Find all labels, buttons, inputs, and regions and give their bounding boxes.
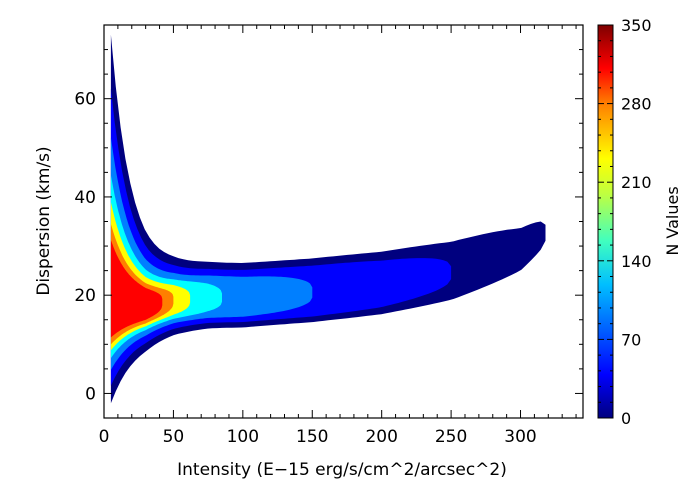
y-tick-label: 0 [85,384,96,404]
y-tick-label: 20 [74,286,96,306]
x-axis: 0 50 100 150 200 250 300 [99,25,577,447]
y-tick-label: 60 [74,90,96,110]
x-tick-label: 150 [296,427,328,447]
colorbar [597,24,614,419]
density-region [110,34,546,404]
colorbar-tick-label: 70 [621,330,641,349]
x-tick-label: 300 [504,427,536,447]
colorbar-tick-label: 0 [621,409,631,428]
y-axis-title: Dispersion (km/s) [34,146,54,295]
colorbar-tick-label: 140 [621,252,652,271]
colorbar-tick-label: 210 [621,173,652,192]
y-axis: 0 20 40 60 [74,24,583,419]
colorbar-ticks: 0 70 140 210 280 350 [598,16,652,428]
x-tick-label: 250 [435,427,467,447]
x-tick-label: 50 [163,427,185,447]
plot-frame [103,24,584,419]
y-tick-label: 40 [74,188,96,208]
density-band-50 [110,88,452,386]
density-band-100 [110,137,313,370]
x-tick-label: 0 [99,427,110,447]
x-tick-label: 200 [365,427,397,447]
colorbar-tick-label: 350 [621,16,652,35]
colorbar-tick-label: 280 [621,95,652,114]
density-band-10 [110,34,546,404]
x-tick-label: 100 [227,427,259,447]
density-band-320 [110,240,163,338]
colorbar-title: N Values [663,186,682,255]
x-axis-title: Intensity (E−15 erg/s/cm^2/arcsec^2) [177,460,507,480]
